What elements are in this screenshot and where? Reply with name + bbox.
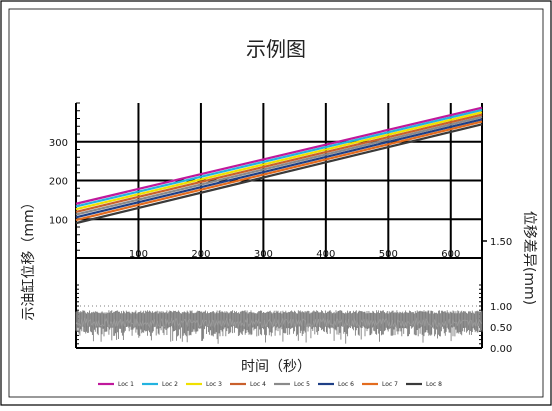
legend-label: Loc 5 xyxy=(294,381,310,388)
y-tick-labels-left: 100 200 300 xyxy=(49,138,68,227)
y-tick-label-right: 1.00 xyxy=(490,302,512,313)
series-signal-mean xyxy=(75,317,483,329)
x-tick-label: 500 xyxy=(379,249,398,260)
lower-series-group xyxy=(75,310,483,344)
series-line-loc-1 xyxy=(75,106,483,205)
legend-label: Loc 1 xyxy=(118,381,134,388)
series-line-loc-6 xyxy=(75,118,483,219)
legend: Loc 1 Loc 2 Loc 3 Loc 4 Loc 5 Loc 6 Loc 7 Loc 8 xyxy=(98,381,442,388)
x-tick-labels: 100 200 300 400 500 600 xyxy=(129,249,460,260)
x-tick-label: 100 xyxy=(129,249,148,260)
lower-plot xyxy=(75,240,487,349)
y-tick-labels-right: 0.00 0.50 1.00 1.50 xyxy=(490,237,512,355)
upper-series-group xyxy=(75,106,483,225)
y-tick-label-right: 0.00 xyxy=(490,344,512,355)
y-tick-label-right: 1.50 xyxy=(490,237,512,248)
series-line-loc-3 xyxy=(75,111,483,211)
x-tick-label: 400 xyxy=(316,249,335,260)
chart-title: 示例图 xyxy=(246,37,306,61)
legend-label: Loc 2 xyxy=(162,381,178,388)
y-tick-label-left: 200 xyxy=(49,177,68,188)
series-line-loc-4 xyxy=(75,113,483,213)
legend-label: Loc 7 xyxy=(382,381,398,388)
legend-label: Loc 3 xyxy=(206,381,222,388)
legend-label: Loc 6 xyxy=(338,381,354,388)
x-axis-label: 时间（秒） xyxy=(241,359,311,375)
legend-label: Loc 8 xyxy=(426,381,442,388)
y-tick-label-left: 100 xyxy=(49,215,68,226)
y-tick-label-left: 300 xyxy=(49,138,68,149)
upper-plot xyxy=(75,102,483,348)
y-axis-label-right: 位移差异(mm) xyxy=(521,211,537,305)
x-tick-label: 600 xyxy=(441,249,460,260)
y-tick-label-right: 0.50 xyxy=(490,323,512,334)
upper-grid xyxy=(75,102,483,348)
series-line-loc-8 xyxy=(75,123,483,225)
legend-label: Loc 4 xyxy=(250,381,266,388)
series-line-loc-2 xyxy=(75,108,483,208)
y-axis-label-left: 示油缸位移（mm） xyxy=(20,195,37,320)
x-tick-label: 300 xyxy=(254,249,273,260)
series-line-loc-7 xyxy=(75,120,483,222)
series-line-loc-5 xyxy=(75,115,483,216)
x-tick-label: 200 xyxy=(191,249,210,260)
